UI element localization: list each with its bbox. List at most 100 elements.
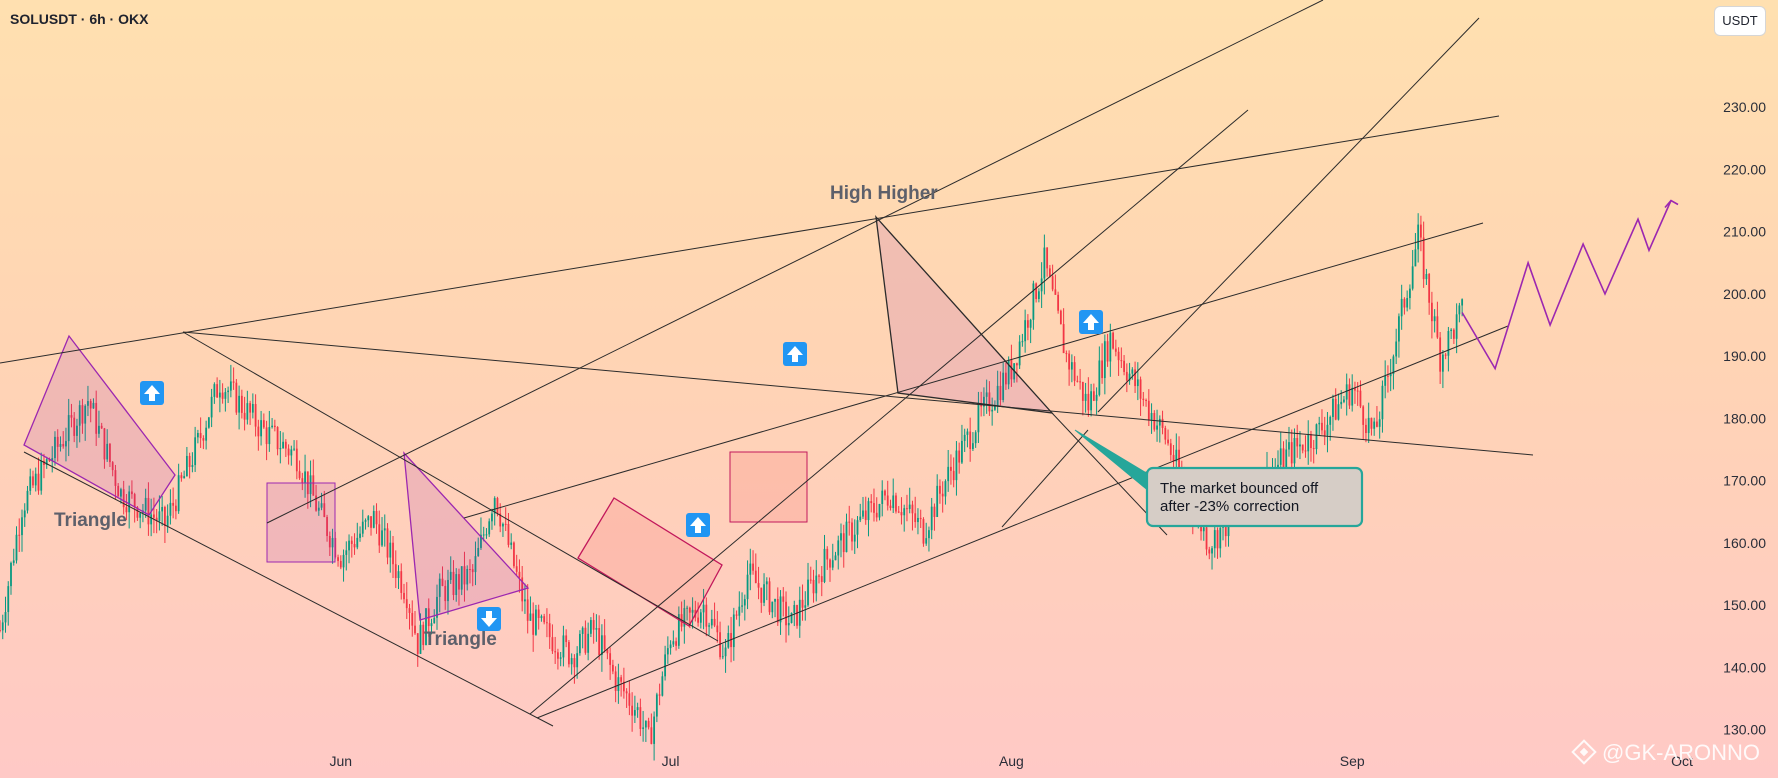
arrow-markers [140,310,1103,631]
candle [328,531,331,556]
candle [1458,302,1461,323]
candle [394,550,397,589]
y-tick-label: 200.00 [1723,286,1766,302]
candle [908,487,911,514]
candle [983,387,985,417]
candle [32,470,34,489]
y-tick-label: 180.00 [1723,410,1766,426]
y-tick-label: 190.00 [1723,348,1766,364]
projection-arrowhead [1664,199,1679,209]
candle [268,410,271,452]
candle [199,417,202,448]
candle [1084,382,1087,413]
candle [529,596,532,621]
arrow-up-icon[interactable] [686,513,710,537]
candle [614,666,617,703]
candle [1057,291,1060,314]
price-axis: 130.00 140.00 150.00 160.00 170.00 180.00 190.… [1723,99,1766,738]
candle [466,565,469,591]
candle [669,640,672,655]
candle [1073,356,1076,387]
candle [10,561,12,595]
candle [1046,247,1049,277]
consolidation-box-1[interactable] [266,482,336,563]
projected-path[interactable] [1461,200,1672,371]
candle [820,565,823,597]
candle [304,454,306,498]
diamond-logo-icon [1571,739,1597,765]
candle [499,503,502,533]
x-tick-label: Sep [1340,753,1365,769]
candle [109,442,111,468]
arrow-up-icon[interactable] [140,381,164,405]
candle [1279,431,1282,472]
high-triangle[interactable] [875,215,1054,414]
candle [1081,381,1084,416]
candle [889,499,892,511]
candle [702,588,705,630]
arrow-up-icon[interactable] [783,342,807,366]
candle [658,683,661,706]
candle [988,381,991,416]
candle [581,626,584,649]
triangle-pattern-mid[interactable] [403,451,530,621]
candle [370,516,372,536]
candle [1015,362,1018,383]
candle [804,591,807,621]
candle [469,559,471,584]
candle [691,597,694,629]
currency-button[interactable]: USDT [1714,6,1766,36]
callout-note[interactable]: The market bounced off after -23% correc… [1074,429,1364,528]
candle [229,364,232,398]
candle [636,702,639,718]
candle [95,390,98,446]
candle [326,514,328,542]
candle [1403,297,1406,315]
candle [568,640,570,668]
candle [551,624,554,654]
symbol-title[interactable]: SOLUSDT · 6h · OKX [10,11,149,27]
triangle-label-left: Triangle [54,510,127,531]
candle [485,528,488,539]
candle [947,450,950,492]
candle [1216,527,1219,559]
candle [829,558,831,582]
candle [183,470,186,479]
candle [1158,415,1161,443]
watermark: @GK-ARONNO [1571,739,1760,765]
candle [480,517,482,550]
candle [1010,344,1013,387]
candle [518,559,521,593]
trendline-channel-mid [182,331,719,642]
candle [598,615,601,660]
candle [1337,393,1340,421]
candle [900,497,903,525]
candle [653,711,656,761]
candle [840,523,842,558]
trendline-upper-resistance [0,115,1500,364]
candle [1288,426,1290,457]
arrow-down-icon[interactable] [477,607,501,631]
candle [749,548,752,591]
x-tick-label: Oct [1671,753,1693,769]
triangle-pattern-left[interactable] [23,334,176,516]
candle [600,624,603,672]
candle [955,441,958,496]
candle [1040,262,1043,308]
candle [246,390,249,425]
candle [1348,378,1351,410]
candle [815,560,818,602]
candle [249,400,252,425]
candle [436,584,438,630]
candle [188,452,191,479]
candle [1051,264,1054,292]
arrow-up-icon[interactable] [1079,310,1103,334]
candle [710,609,713,629]
candle [589,617,592,638]
consolidation-box-2[interactable] [729,451,808,523]
candle [243,396,246,431]
candle [787,606,790,636]
candle [933,503,936,531]
